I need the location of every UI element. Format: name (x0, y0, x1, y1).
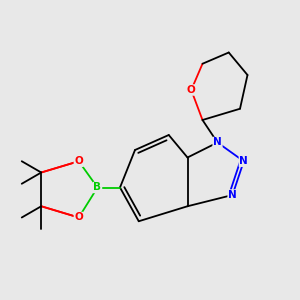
Text: N: N (239, 156, 248, 166)
Text: O: O (74, 212, 83, 223)
Text: N: N (228, 190, 237, 200)
Text: O: O (74, 156, 83, 166)
Text: B: B (94, 182, 101, 193)
Text: O: O (187, 85, 196, 95)
Text: N: N (213, 137, 222, 148)
